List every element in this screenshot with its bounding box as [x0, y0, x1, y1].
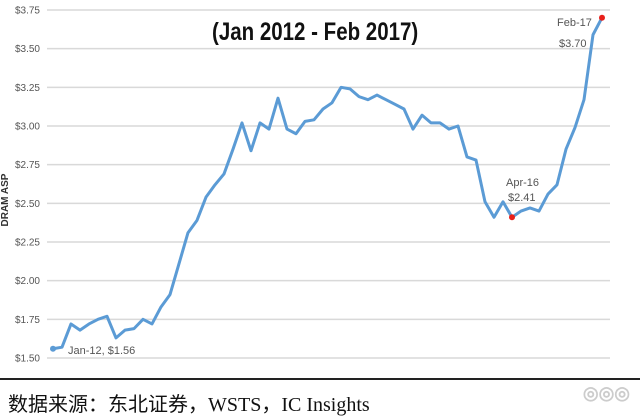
annotation-apr16-value: $2.41	[508, 192, 536, 204]
y-tick-label: $3.25	[15, 83, 40, 94]
y-tick-label: $1.75	[15, 315, 40, 326]
y-tick-label: $2.00	[15, 276, 40, 287]
y-tick-label: $2.75	[15, 160, 40, 171]
annotation-jan12: Jan-12, $1.56	[68, 345, 135, 357]
dram-asp-chart: $1.50 $1.75 $2.00 $2.25 $2.50 $2.75 $3.00 $3.25…	[0, 0, 640, 375]
chart-title: (Jan 2012 - Feb 2017)	[212, 18, 418, 47]
y-tick-label: $3.75	[15, 6, 40, 17]
highlight-marker	[50, 346, 56, 352]
y-tick-label: $3.00	[15, 122, 40, 133]
y-tick-label: $2.50	[15, 199, 40, 210]
y-axis-label: DRAM ASP	[0, 170, 12, 230]
highlight-marker	[509, 214, 515, 220]
annotation-feb17-date: Feb-17	[557, 17, 592, 29]
highlight-marker	[599, 15, 605, 21]
y-tick-label: $2.25	[15, 238, 40, 249]
y-tick-label: $1.50	[15, 354, 40, 365]
annotation-apr16-date: Apr-16	[506, 177, 539, 189]
divider	[0, 378, 640, 380]
annotation-feb17-value: $3.70	[559, 38, 587, 50]
watermark-logo: ◎◎◎	[583, 383, 630, 404]
y-tick-label: $3.50	[15, 44, 40, 55]
